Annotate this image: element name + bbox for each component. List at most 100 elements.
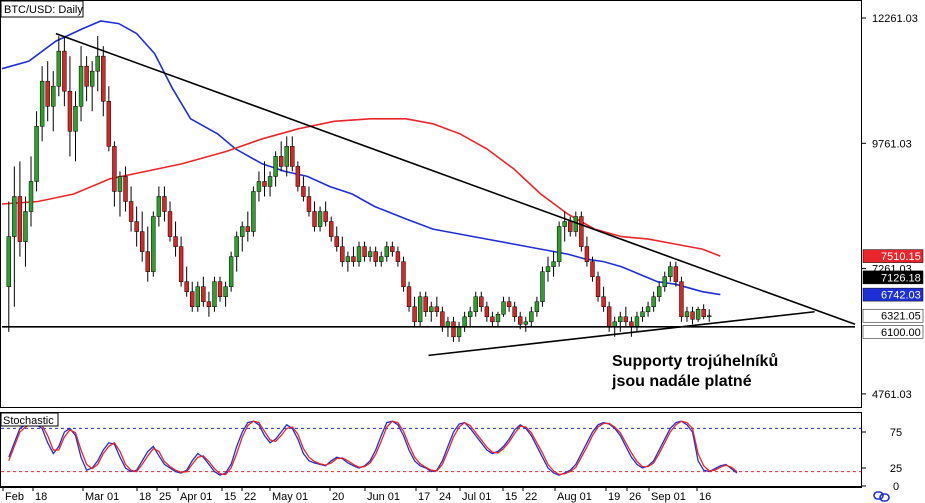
price-tag-box (862, 270, 924, 285)
candle-body (484, 306, 490, 318)
candle-body (340, 246, 345, 262)
candle-body (123, 176, 128, 202)
date-tick-label: Mar 01 (85, 491, 119, 503)
candle-body (679, 281, 684, 318)
candle-body (34, 126, 39, 182)
moving-average-line-0 (1, 20, 721, 296)
link-icon[interactable] (873, 491, 890, 502)
price-tag-label: 6742.03 (881, 290, 921, 302)
candle-body (473, 296, 478, 313)
date-tick-label: 18 (139, 491, 151, 503)
candle-body (112, 146, 117, 192)
candle-body (245, 226, 251, 232)
candle-body (256, 181, 262, 192)
date-tick-label: 17 (418, 491, 430, 503)
candle-body (301, 186, 306, 197)
candle-body (451, 321, 456, 338)
candle-body (606, 306, 612, 328)
candle-body (595, 276, 601, 297)
candle-body (467, 311, 473, 318)
candle-body (17, 196, 23, 242)
candle-body (167, 211, 173, 237)
candle-body (312, 211, 317, 227)
candle-body (412, 306, 417, 323)
date-tick-label: Sep 01 (651, 491, 686, 503)
candle-body (351, 256, 356, 262)
candle-body (512, 306, 517, 318)
candle-body (317, 211, 323, 227)
candle-body (367, 251, 373, 257)
candle-body (329, 221, 334, 237)
moving-averages (1, 20, 721, 296)
candle-body (117, 176, 123, 192)
candle-body (323, 211, 328, 222)
candle-body (395, 251, 401, 262)
stochastic-tick-label: 25 (890, 463, 902, 475)
date-tick-label: 22 (244, 491, 256, 503)
candle-body (651, 296, 656, 308)
candle-body (590, 261, 595, 277)
candle-body (278, 156, 284, 167)
date-tick-label: Jul 01 (462, 491, 491, 503)
candle-body (84, 65, 89, 87)
candle-body (690, 311, 695, 320)
candle-body (695, 309, 701, 320)
candle-body (501, 301, 506, 315)
candle-body (373, 251, 378, 262)
stochastic-title-box (0, 412, 59, 427)
candle-body (618, 316, 623, 323)
price-tag-label: 6100.00 (881, 327, 921, 339)
candle-body (568, 221, 573, 232)
candle-body (562, 221, 567, 227)
date-tick-label: Feb (5, 491, 24, 503)
date-tick-label: 18 (35, 491, 47, 503)
candle-body (545, 266, 551, 272)
price-tag-box (862, 287, 924, 302)
candle-body (456, 326, 462, 338)
date-tick-label: 26 (629, 491, 641, 503)
date-tick-label: 15 (505, 491, 517, 503)
candle-body (656, 286, 662, 297)
candle-body (384, 246, 389, 257)
date-axis: Feb 18 Mar 01 18 25 Apr 01 15 22 May 01 20 Jun 01 1… (2, 487, 711, 503)
candle-body (262, 181, 267, 187)
candle-body (290, 146, 295, 167)
candle-body (62, 50, 67, 92)
candle-body (518, 316, 523, 325)
price-tick-label: 9761.03 (872, 138, 912, 150)
candle-body (306, 196, 312, 212)
stochastic-axis: 75 25 0 (862, 427, 902, 493)
price-tag-box (862, 325, 924, 339)
candle-body (56, 50, 62, 87)
price-tick-label: 4761.03 (872, 389, 912, 401)
candle-body (106, 100, 112, 147)
candle-body (78, 65, 84, 107)
stochastic-tick-label: 75 (890, 427, 902, 439)
price-tags: 7510.15 7126.18 6742.03 6321.05 6100.00 (862, 249, 924, 339)
candle-body (701, 309, 706, 318)
candle-body (379, 256, 384, 262)
candle-body (184, 281, 189, 292)
date-tick-label: 16 (699, 491, 711, 503)
moving-average-line-1 (1, 118, 721, 257)
candle-body (673, 266, 679, 282)
stochastic-panel-frame (0, 412, 862, 487)
candle-body (23, 211, 28, 242)
price-tag-box (862, 308, 924, 323)
candle-body (73, 106, 78, 132)
price-panel-frame (0, 0, 862, 408)
candle-body (228, 256, 234, 287)
candle-body (356, 246, 362, 262)
candle-body (529, 311, 534, 323)
candle-body (223, 286, 228, 297)
candle-body (173, 236, 178, 247)
price-tag-label: 7510.15 (881, 251, 921, 263)
candle-body (95, 55, 100, 72)
candle-body (429, 306, 434, 313)
candle-body (440, 311, 445, 328)
candle-body (601, 296, 606, 308)
date-tick-label: 25 (159, 491, 171, 503)
candle-body (540, 271, 545, 302)
candle-body (206, 301, 212, 308)
